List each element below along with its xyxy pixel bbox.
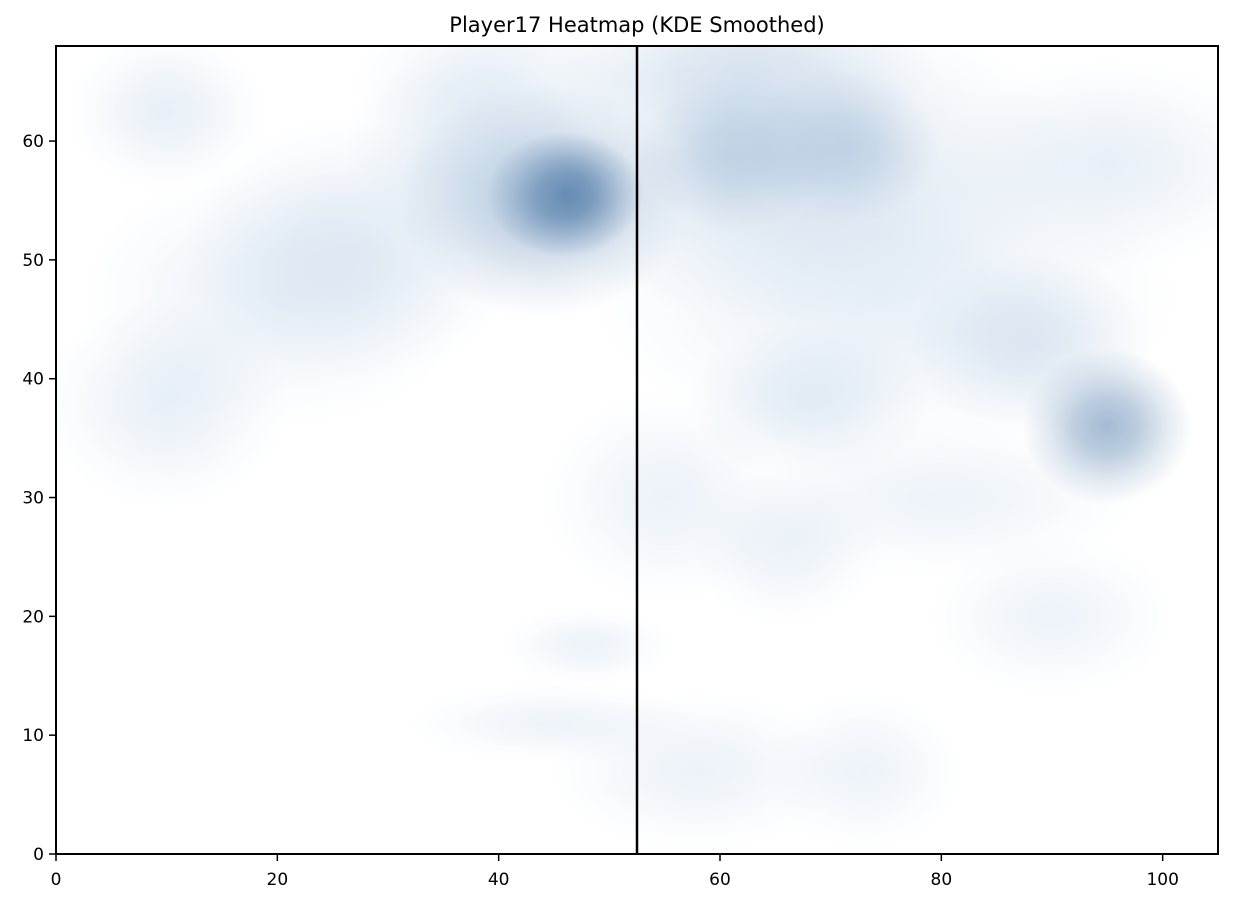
density-hotspot: [69, 46, 265, 190]
x-tick-label: 40: [488, 870, 510, 890]
density-hotspot: [501, 606, 673, 686]
y-tick-label: 10: [22, 726, 44, 746]
x-tick-label: 0: [51, 870, 62, 890]
density-hotspot: [746, 419, 1137, 576]
plot-frame: [55, 45, 1219, 855]
density-hotspot: [352, 46, 645, 161]
chart-title: Player17 Heatmap (KDE Smoothed): [449, 13, 824, 37]
density-hotspot: [936, 60, 1218, 270]
y-tick-label: 60: [22, 132, 44, 152]
density-hotspot: [547, 46, 937, 149]
density-hotspot: [930, 537, 1174, 695]
y-tick-label: 20: [22, 607, 44, 627]
density-hotspot: [542, 392, 787, 603]
y-tick-label: 50: [22, 251, 44, 271]
density-hotspot: [407, 684, 701, 763]
y-axis: 0 10 20 30 40 50 60: [22, 132, 56, 865]
density-hotspot: [82, 164, 473, 427]
y-tick-label: 0: [33, 845, 44, 865]
x-tick-label: 100: [1146, 870, 1178, 890]
y-tick-label: 40: [22, 370, 44, 390]
density-layer: [56, 46, 1218, 850]
density-hotspot: [766, 692, 962, 850]
x-tick-label: 80: [931, 870, 953, 890]
x-tick-label: 20: [267, 870, 289, 890]
x-axis: 0 20 40 60 80 100: [51, 854, 1179, 890]
y-tick-label: 30: [22, 489, 44, 509]
x-tick-label: 60: [709, 870, 731, 890]
